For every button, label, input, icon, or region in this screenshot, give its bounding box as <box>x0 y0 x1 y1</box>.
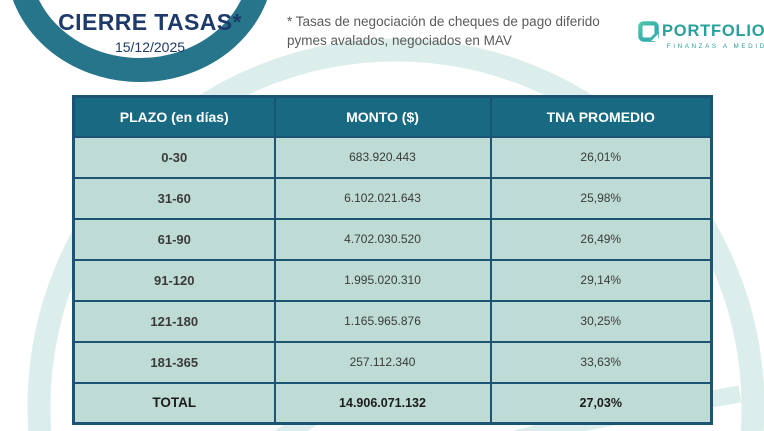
table-row: 31-60 6.102.021.643 25,98% <box>72 176 713 220</box>
monto-cell: 683.920.443 <box>273 135 492 179</box>
title-block: CIERRE TASAS* 15/12/2025 <box>50 9 250 55</box>
plazo-cell: 61-90 <box>72 217 276 261</box>
total-label-cell: TOTAL <box>72 381 276 425</box>
total-row: TOTAL 14.906.071.132 27,03% <box>72 381 713 425</box>
tna-cell: 29,14% <box>489 258 713 302</box>
plazo-cell: 181-365 <box>72 340 276 384</box>
title-swoosh <box>13 0 267 82</box>
monto-cell: 4.702.030.520 <box>273 217 492 261</box>
table-row: 61-90 4.702.030.520 26,49% <box>72 217 713 261</box>
logo-tagline: FINANZAS A MEDIDA <box>666 43 764 50</box>
plazo-cell: 121-180 <box>72 299 276 343</box>
monto-cell: 257.112.340 <box>273 340 492 384</box>
monto-cell: 1.165.965.876 <box>273 299 492 343</box>
table-row: 0-30 683.920.443 26,01% <box>72 135 713 179</box>
total-tna-cell: 27,03% <box>489 381 713 425</box>
page-title: CIERRE TASAS* <box>58 9 242 35</box>
table-body: 0-30 683.920.443 26,01% 31-60 6.102.021.643 2… <box>72 135 713 425</box>
table-row: 91-120 1.995.020.310 29,14% <box>72 258 713 302</box>
plazo-cell: 0-30 <box>72 135 276 179</box>
column-header-tna: TNA PROMEDIO <box>489 95 713 138</box>
tna-cell: 30,25% <box>489 299 713 343</box>
column-header-monto: MONTO ($) <box>273 95 492 138</box>
logo-wordmark: PORTFOLIO <box>662 22 764 40</box>
plazo-cell: 31-60 <box>72 176 276 220</box>
table-row: 121-180 1.165.965.876 30,25% <box>72 299 713 343</box>
rates-table: PLAZO (en días) MONTO ($) TNA PROMEDIO 0… <box>72 95 713 425</box>
monto-cell: 6.102.021.643 <box>273 176 492 220</box>
tna-cell: 33,63% <box>489 340 713 384</box>
table-row: 181-365 257.112.340 33,63% <box>72 340 713 384</box>
footnote-text: * Tasas de negociación de cheques de pag… <box>287 14 600 48</box>
plazo-cell: 91-120 <box>72 258 276 302</box>
tna-cell: 25,98% <box>489 176 713 220</box>
tna-cell: 26,49% <box>489 217 713 261</box>
monto-cell: 1.995.020.310 <box>273 258 492 302</box>
report-date: 15/12/2025 <box>114 39 186 55</box>
portfolio-document-icon <box>638 21 659 42</box>
tna-cell: 26,01% <box>489 135 713 179</box>
portfolio-logo: PORTFOLIO SM FINANZAS A MEDIDA <box>638 21 764 50</box>
column-header-plazo: PLAZO (en días) <box>72 95 276 138</box>
total-monto-cell: 14.906.071.132 <box>273 381 492 425</box>
table-header-row: PLAZO (en días) MONTO ($) TNA PROMEDIO <box>72 95 713 138</box>
